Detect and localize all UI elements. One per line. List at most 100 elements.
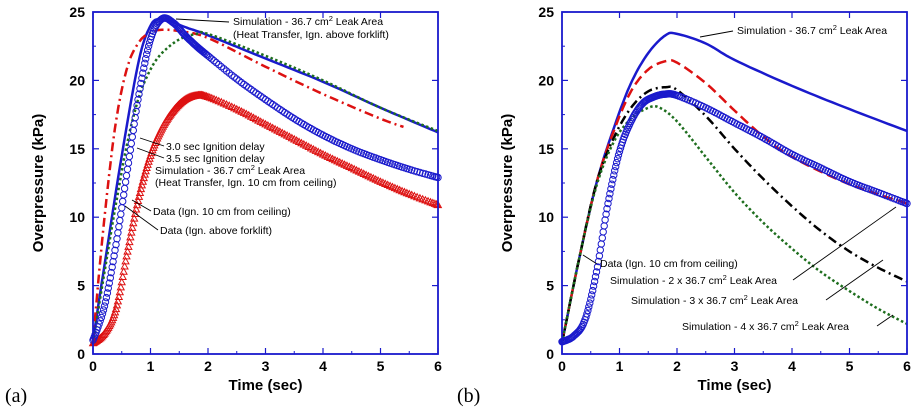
- data-point: [141, 59, 149, 67]
- data-point: [131, 113, 139, 122]
- data-point: [599, 228, 607, 236]
- annotation-text: 3.5 sec Ignition delay: [166, 153, 265, 165]
- x-axis-label: Time (sec): [229, 377, 303, 394]
- data-point: [614, 151, 623, 159]
- data-point: [126, 146, 135, 154]
- data-point: [94, 323, 102, 331]
- series-sim_4x: [560, 104, 908, 344]
- data-point: [205, 93, 215, 101]
- annotation-text: (Heat Transfer, Ign. above forklift): [233, 29, 389, 41]
- data-point: [142, 55, 150, 63]
- data-point: [112, 300, 122, 309]
- annotation-text: (Heat Transfer, Ign. 10 cm from ceiling): [155, 177, 336, 189]
- data-point: [134, 95, 142, 104]
- data-point: [602, 210, 610, 218]
- data-point: [615, 147, 624, 156]
- data-point: [117, 210, 125, 218]
- data-point: [118, 204, 126, 212]
- data-point: [129, 213, 139, 222]
- data-point: [111, 246, 119, 255]
- y-tick-label: 15: [69, 141, 85, 157]
- data-point: [215, 60, 223, 69]
- y-axis-label: Overpressure (kPa): [499, 114, 516, 252]
- annotation-text: Simulation - 3 x 36.7 cm2 Leak Area: [631, 293, 798, 307]
- data-point: [144, 42, 153, 50]
- data-point: [98, 310, 107, 318]
- x-tick-label: 0: [89, 358, 97, 374]
- data-point: [130, 120, 138, 128]
- annotation-leader: [582, 254, 598, 265]
- data-point: [119, 267, 128, 275]
- chart-panel-a: 0 1 2 3 4 5 6 0 5 10 15 20 25 Simulation - 36.7 cm2 L…: [5, 4, 443, 407]
- x-tick-label: 6: [434, 358, 442, 374]
- data-point: [612, 158, 621, 167]
- data-point: [121, 256, 130, 265]
- data-point: [607, 185, 615, 193]
- data-point: [103, 289, 112, 297]
- data-point: [121, 178, 130, 186]
- data-point: [212, 58, 221, 67]
- data-point: [124, 242, 133, 250]
- annotation-leader: [699, 30, 734, 38]
- y-tick-label: 25: [538, 4, 554, 20]
- data-point: [587, 295, 595, 303]
- x-tick-label: 6: [903, 358, 911, 374]
- data-point: [134, 192, 144, 200]
- data-point: [106, 274, 115, 282]
- data-point: [124, 159, 133, 167]
- data-point: [235, 77, 243, 85]
- data-point: [605, 194, 613, 203]
- data-point: [95, 320, 103, 328]
- data-point: [135, 188, 145, 196]
- data-point: [120, 184, 129, 193]
- data-point: [123, 246, 132, 255]
- data-point: [586, 299, 594, 307]
- annotation-text: Simulation - 36.7 cm2 Leak Area: [155, 163, 305, 177]
- data-point: [128, 223, 137, 231]
- data-point: [143, 46, 152, 54]
- x-tick-label: 2: [204, 358, 212, 374]
- x-tick-label: 5: [846, 358, 854, 374]
- data-point: [208, 55, 216, 63]
- data-point: [119, 197, 127, 206]
- series-data_ceiling: [88, 90, 443, 347]
- chart-panel-b: 0 1 2 3 4 5 6 0 5 10 15 20 25 Simulation - 36.7 cm2 L…: [457, 4, 911, 407]
- data-point: [591, 273, 600, 281]
- data-point: [114, 229, 122, 237]
- data-point: [136, 184, 146, 193]
- data-point: [130, 209, 140, 218]
- data-point: [583, 310, 591, 318]
- x-tick-label: 4: [319, 358, 327, 374]
- y-tick-label: 15: [538, 141, 554, 157]
- data-point: [600, 222, 608, 230]
- x-axis-label: Time (sec): [698, 377, 772, 394]
- y-tick-label: 25: [69, 4, 85, 20]
- data-point: [111, 304, 121, 313]
- y-tick-label: 0: [77, 346, 85, 362]
- data-point: [594, 257, 603, 266]
- y-tick-label: 10: [69, 209, 85, 225]
- data-point: [609, 175, 617, 184]
- y-tick-label: 0: [546, 346, 554, 362]
- data-point: [135, 90, 143, 98]
- data-point: [101, 298, 110, 306]
- data-point: [603, 205, 611, 213]
- data-point: [105, 279, 114, 287]
- data-point: [237, 78, 246, 87]
- data-point: [132, 200, 142, 209]
- data-point: [125, 152, 134, 161]
- data-point: [428, 198, 438, 207]
- data-point: [596, 246, 604, 254]
- y-tick-label: 20: [69, 72, 85, 88]
- y-axis-label: Overpressure (kPa): [30, 114, 47, 252]
- data-point: [123, 165, 132, 174]
- data-point: [426, 197, 435, 206]
- data-point: [116, 282, 126, 291]
- data-point: [126, 232, 135, 241]
- data-point: [125, 237, 134, 246]
- data-point: [138, 74, 146, 82]
- annotation-text: Simulation - 36.7 cm2 Leak Area: [233, 14, 383, 28]
- x-tick-label: 3: [262, 358, 270, 374]
- annotation-text: Simulation - 4 x 36.7 cm2 Leak Area: [682, 319, 849, 333]
- data-point: [116, 216, 124, 225]
